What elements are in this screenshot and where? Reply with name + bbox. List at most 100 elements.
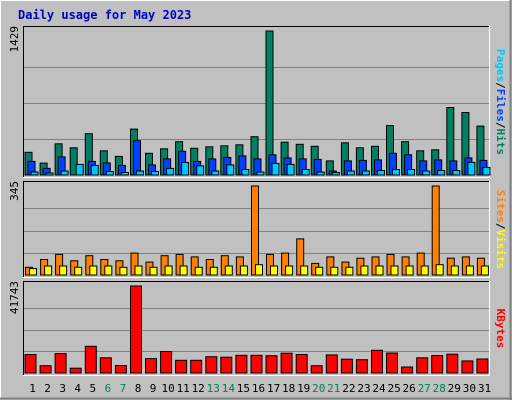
panel-legend-label: KBytes (494, 309, 507, 349)
bar-kbytes (355, 359, 368, 374)
y-max-label: 1429 (8, 26, 21, 53)
bar-sites (179, 265, 188, 276)
bar-kbytes (69, 367, 82, 374)
series-sites (29, 264, 489, 276)
bar-kbytes (24, 354, 37, 374)
bar-pages (211, 170, 220, 176)
bar-sites (405, 265, 414, 276)
bar-pages (105, 171, 114, 176)
legend-entry-files: Files (494, 89, 507, 122)
bar-sites (360, 265, 369, 276)
bar-pages (301, 169, 310, 176)
bar-kbytes (39, 365, 52, 374)
bar-pages (241, 169, 250, 176)
bar-sites (375, 265, 384, 276)
x-tick-label: 22 (342, 382, 355, 395)
bar-sites (465, 265, 474, 276)
bar-pages (90, 164, 99, 176)
bar-sites (239, 265, 248, 276)
bar-pages (346, 170, 355, 176)
x-tick-label: 23 (357, 382, 370, 395)
bar-visits (431, 185, 440, 276)
x-tick-label: 16 (252, 382, 265, 395)
x-tick-label: 6 (105, 382, 112, 395)
bar-sites (149, 266, 158, 276)
bar-sites (480, 265, 489, 276)
bar-kbytes (386, 352, 398, 374)
x-tick-label: 29 (448, 382, 461, 395)
legend-entry-separator: / (494, 82, 507, 89)
bar-pages (226, 164, 235, 176)
bar-sites (450, 265, 459, 276)
bar-sites (255, 264, 263, 276)
legend-entry-kbytes: KBytes (494, 309, 507, 349)
x-tick-label: 12 (192, 382, 205, 395)
x-tick-label: 25 (387, 382, 400, 395)
bar-kbytes (310, 365, 323, 374)
bar-kbytes (265, 355, 278, 374)
bar-sites (300, 265, 309, 276)
bar-kbytes (401, 366, 414, 374)
bar-kbytes (130, 285, 142, 374)
bar-files (133, 140, 141, 176)
bar-sites (209, 266, 218, 276)
bar-pages (196, 165, 205, 176)
x-tick-label: 30 (463, 382, 476, 395)
bar-kbytes (220, 356, 233, 374)
bar-kbytes (175, 359, 188, 374)
bar-sites (59, 265, 68, 276)
bar-sites (420, 265, 429, 276)
bar-sites (435, 264, 444, 276)
bar-kbytes (250, 354, 263, 374)
bar-kbytes (325, 354, 338, 374)
bar-sites (44, 265, 53, 276)
bar-pages (271, 162, 280, 176)
bar-kbytes (280, 352, 293, 374)
bar-sites (74, 266, 83, 276)
bar-pages (482, 166, 491, 176)
legend-entry-separator: / (494, 122, 507, 129)
bar-pages (377, 170, 385, 176)
x-tick-label: 15 (237, 382, 250, 395)
bar-sites (134, 265, 143, 276)
y-max-label: 345 (8, 181, 21, 201)
x-tick-label: 18 (282, 382, 295, 395)
bar-kbytes (99, 357, 112, 374)
bar-sites (224, 265, 233, 276)
bar-sites (194, 266, 203, 276)
x-tick-label: 2 (44, 382, 51, 395)
bar-pages (45, 172, 54, 176)
bar-sites (29, 268, 37, 276)
x-tick-label: 19 (297, 382, 310, 395)
bar-kbytes (54, 353, 67, 374)
x-tick-label: 27 (418, 382, 431, 395)
bar-sites (164, 265, 173, 276)
bar-pages (452, 170, 461, 176)
x-tick-label: 14 (222, 382, 236, 395)
x-tick-label: 24 (372, 382, 386, 395)
bar-kbytes (84, 345, 97, 374)
bar-sites (390, 265, 399, 276)
bar-kbytes (416, 357, 429, 374)
bar-pages (286, 163, 295, 176)
x-tick-label: 9 (150, 382, 157, 395)
legend-entry-visits: Visits (494, 230, 507, 270)
bar-pages (151, 171, 159, 176)
bar-pages (30, 171, 39, 176)
x-tick-label: 7 (120, 382, 127, 395)
bar-pages (437, 170, 446, 176)
bar-sites (270, 265, 278, 276)
legend-entry-sites: Sites (494, 190, 507, 223)
bar-kbytes (190, 359, 203, 374)
bar-kbytes (431, 355, 444, 374)
bar-kbytes (205, 356, 218, 374)
bar-pages (256, 171, 265, 176)
bar-hits (69, 147, 78, 176)
bar-pages (407, 169, 416, 176)
bar-pages (361, 170, 370, 176)
x-tick-label: 21 (327, 382, 340, 395)
bar-kbytes (235, 354, 248, 374)
bar-sites (104, 265, 113, 276)
bar-pages (60, 170, 69, 176)
